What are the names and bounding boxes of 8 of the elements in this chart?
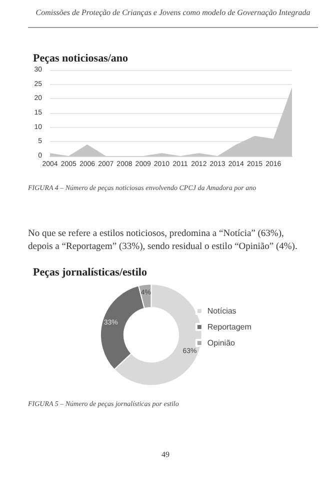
- text: Comissões de Proteção de Crianças e Jovens como modelo de Governação Integrada: [28, 8, 318, 28]
- legend-label: Notícias: [207, 306, 236, 316]
- legend-label: Opinião: [207, 338, 236, 348]
- legend-label: Reportagem: [207, 322, 252, 332]
- text: 49: [160, 450, 170, 459]
- chart-title: Peças jornalísticas/estilo: [33, 266, 148, 278]
- text: No que se refere a estilos noticiosos, predomina a “Notícia” (63%), depois a “Reportagem” (33%), sendo residual o estilo “Opinião” (4%).: [28, 228, 298, 254]
- chart-title: Peças noticiosas/ano: [33, 52, 129, 64]
